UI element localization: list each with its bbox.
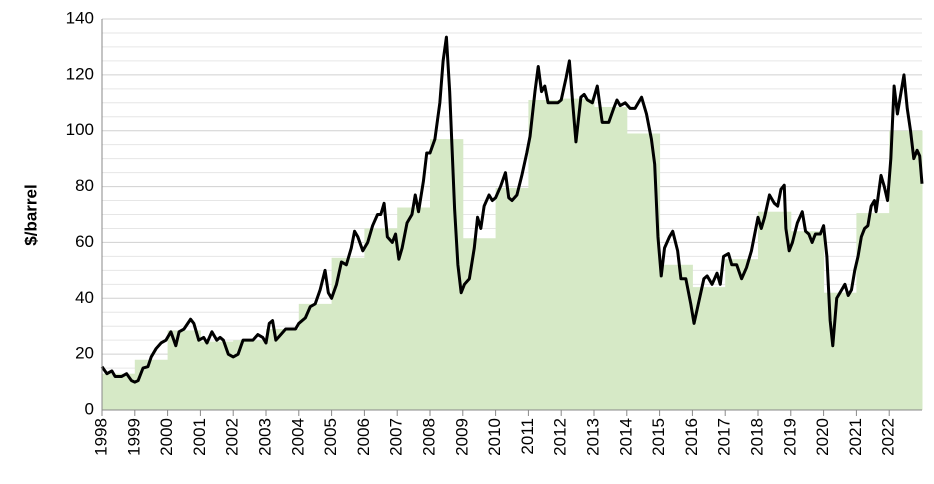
y-tick-label: 20 — [75, 344, 94, 363]
x-tick-label: 2010 — [485, 418, 504, 456]
x-tick-label: 2000 — [157, 418, 176, 456]
x-tick-label: 2006 — [354, 418, 373, 456]
area-step — [266, 329, 300, 410]
x-tick-label: 2012 — [551, 418, 570, 456]
y-tick-label: 100 — [66, 120, 94, 139]
x-tick-label: 2004 — [288, 418, 307, 456]
area-step — [790, 231, 825, 410]
x-tick-label: 2003 — [255, 418, 274, 456]
area-step — [561, 98, 595, 410]
x-tick-label: 2022 — [879, 418, 898, 456]
x-tick-label: 2009 — [452, 418, 471, 456]
x-tick-label: 2005 — [321, 418, 340, 456]
area-step — [856, 213, 890, 410]
area-step — [495, 187, 529, 410]
area-step — [725, 259, 759, 410]
x-tick-label: 2014 — [616, 418, 635, 456]
area-step — [889, 130, 923, 410]
x-tick-label: 2020 — [813, 418, 832, 456]
x-tick-label: 2011 — [518, 418, 537, 455]
area-step — [758, 211, 792, 410]
x-tick-label: 2015 — [649, 418, 668, 456]
y-tick-label: 60 — [75, 232, 94, 251]
x-tick-label: 2016 — [682, 418, 701, 456]
area-step — [462, 238, 497, 410]
x-tick-label: 2013 — [583, 418, 602, 456]
x-tick-label: 2001 — [190, 418, 209, 456]
x-tick-label: 2002 — [223, 418, 242, 456]
area-step — [364, 228, 398, 410]
area-step — [298, 303, 333, 410]
y-tick-label: 120 — [66, 64, 94, 83]
x-tick-label: 2008 — [419, 418, 438, 456]
y-tick-label: 80 — [75, 176, 94, 195]
x-tick-label: 2021 — [846, 418, 865, 456]
price-line — [100, 35, 924, 384]
x-tick-label: 1999 — [124, 418, 143, 456]
y-tick-label: 40 — [75, 288, 94, 307]
x-tick-label: 2007 — [387, 418, 406, 456]
x-tick-label: 1998 — [91, 418, 110, 456]
y-tick-label: 140 — [66, 8, 94, 27]
x-tick-label: 2019 — [780, 418, 799, 456]
y-tick-label: 0 — [85, 399, 94, 418]
area-step — [528, 99, 562, 410]
area-step — [397, 207, 431, 410]
area-step — [167, 330, 201, 410]
x-tick-label: 2017 — [715, 418, 734, 456]
area-step — [594, 106, 628, 410]
x-tick-label: 2018 — [747, 418, 766, 456]
area-step — [134, 359, 169, 410]
y-axis-label: $/barrel — [21, 184, 40, 245]
